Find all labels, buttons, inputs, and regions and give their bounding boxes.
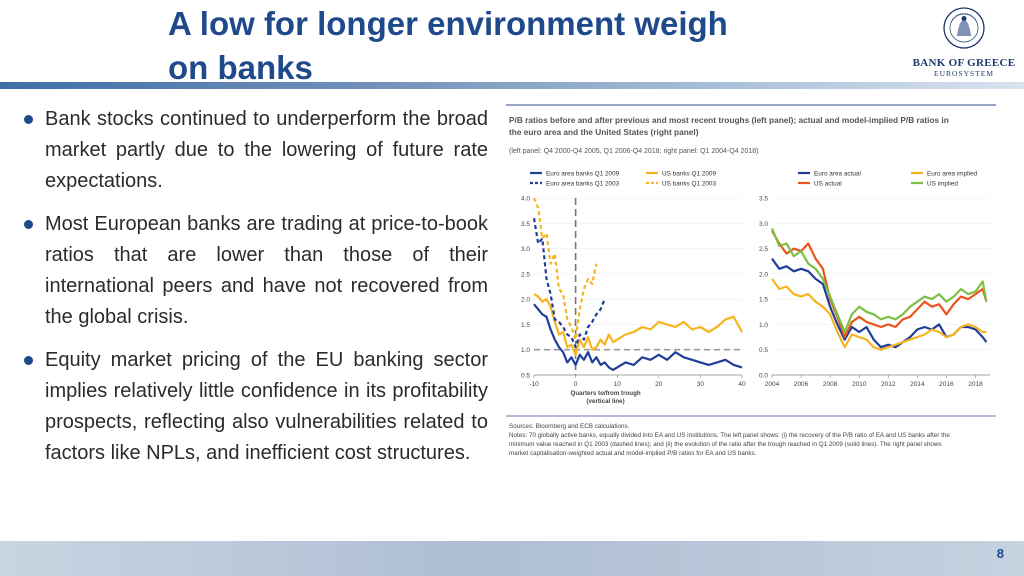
series-line-us-banks-q1-2003 bbox=[532, 197, 598, 341]
bank-subtitle: EUROSYSTEM bbox=[933, 69, 994, 78]
footer-band bbox=[0, 541, 1024, 576]
y-tick-label: 0.5 bbox=[521, 373, 530, 380]
x-tick-label: 0 bbox=[574, 381, 578, 388]
x-tick-label: 2018 bbox=[968, 381, 983, 388]
legend-label: US banks Q1 2009 bbox=[662, 171, 716, 178]
slide-title-line-1: A low for longer environment weigh bbox=[168, 5, 728, 42]
bullet-item: Equity market pricing of the EU banking … bbox=[22, 345, 488, 469]
pb-ratio-figure: P/B ratios before and after previous and… bbox=[506, 104, 996, 457]
x-tick-label: 2008 bbox=[823, 381, 838, 388]
x-tick-label: 2016 bbox=[939, 381, 954, 388]
y-tick-label: 3.5 bbox=[759, 196, 768, 203]
figure-heading-line-1: P/B ratios before and after previous and… bbox=[509, 115, 949, 125]
series-line-us-implied bbox=[770, 227, 988, 334]
series-line-euro-area-banks-q1-2009 bbox=[533, 303, 743, 371]
slide-title: A low for longer environment weigh on ba… bbox=[168, 2, 858, 90]
legend-label: Euro area actual bbox=[814, 171, 861, 178]
y-tick-label: 1.5 bbox=[759, 297, 768, 304]
page-number: 8 bbox=[996, 546, 1004, 561]
y-tick-label: 3.0 bbox=[759, 221, 768, 228]
y-tick-label: 1.0 bbox=[521, 347, 530, 354]
figure-heading-line-2: the euro area and the United States (rig… bbox=[509, 127, 699, 137]
y-tick-label: 0.5 bbox=[759, 347, 768, 354]
bank-seal-icon bbox=[943, 7, 985, 49]
series-line-euro-area-implied bbox=[771, 278, 987, 351]
figure-notes-line-2: minimum value reached in Q1 2003 (dashed… bbox=[509, 441, 942, 448]
series-line-euro-area-banks-q1-2003 bbox=[532, 218, 606, 349]
slide-title-line-2: on banks bbox=[168, 49, 313, 86]
legend-label: Euro area implied bbox=[927, 171, 978, 178]
x-axis-label: Quarters to/from trough bbox=[571, 390, 641, 397]
legend-label: Euro area banks Q1 2009 bbox=[546, 171, 620, 178]
x-axis-sublabel: (vertical line) bbox=[587, 398, 625, 405]
bullet-item: Most European banks are trading at price… bbox=[22, 209, 488, 333]
y-tick-label: 2.0 bbox=[759, 271, 768, 278]
legend-label: US actual bbox=[814, 181, 842, 188]
y-tick-label: 4.0 bbox=[521, 196, 530, 203]
figure-source-note: Sources: Bloomberg and ECB calculations. bbox=[509, 423, 630, 430]
y-tick-label: 2.5 bbox=[521, 271, 530, 278]
y-tick-label: 2.0 bbox=[521, 297, 530, 304]
figure-panel: P/B ratios before and after previous and… bbox=[506, 104, 996, 460]
x-tick-label: 2004 bbox=[765, 381, 780, 388]
y-tick-label: 2.5 bbox=[759, 246, 768, 253]
y-tick-label: 0.0 bbox=[759, 373, 768, 380]
series-line-us-actual bbox=[771, 230, 988, 339]
bullet-item: Bank stocks continued to underperform th… bbox=[22, 104, 488, 197]
legend-label: US banks Q1 2003 bbox=[662, 181, 716, 188]
x-tick-label: 2006 bbox=[794, 381, 809, 388]
header-divider-band bbox=[0, 82, 1024, 89]
bank-name: BANK OF GREECE bbox=[912, 57, 1016, 69]
y-tick-label: 1.5 bbox=[521, 322, 530, 329]
y-tick-label: 3.5 bbox=[521, 221, 530, 228]
bank-logo: BANK OF GREECE EUROSYSTEM bbox=[905, 6, 1023, 78]
x-tick-label: -10 bbox=[529, 381, 539, 388]
x-tick-label: 2014 bbox=[910, 381, 925, 388]
figure-notes-line-1: Notes: 70 globally active banks, equally… bbox=[509, 432, 950, 439]
series-line-us-banks-q1-2009 bbox=[533, 293, 743, 356]
x-tick-label: 2010 bbox=[852, 381, 867, 388]
y-tick-label: 3.0 bbox=[521, 246, 530, 253]
figure-subheading: (left panel: Q4 2000-Q4 2005, Q1 2006-Q4… bbox=[509, 148, 758, 155]
x-tick-label: 30 bbox=[697, 381, 705, 388]
figure-notes-line-3: market capitalisation-weighted actual an… bbox=[509, 450, 757, 457]
x-tick-label: 40 bbox=[738, 381, 746, 388]
x-tick-label: 10 bbox=[614, 381, 622, 388]
legend-label: US implied bbox=[927, 181, 958, 188]
x-tick-label: 20 bbox=[655, 381, 663, 388]
x-tick-label: 2012 bbox=[881, 381, 896, 388]
y-tick-label: 1.0 bbox=[759, 322, 768, 329]
legend-label: Euro area banks Q1 2003 bbox=[546, 181, 620, 188]
bullet-list: Bank stocks continued to underperform th… bbox=[22, 104, 488, 481]
